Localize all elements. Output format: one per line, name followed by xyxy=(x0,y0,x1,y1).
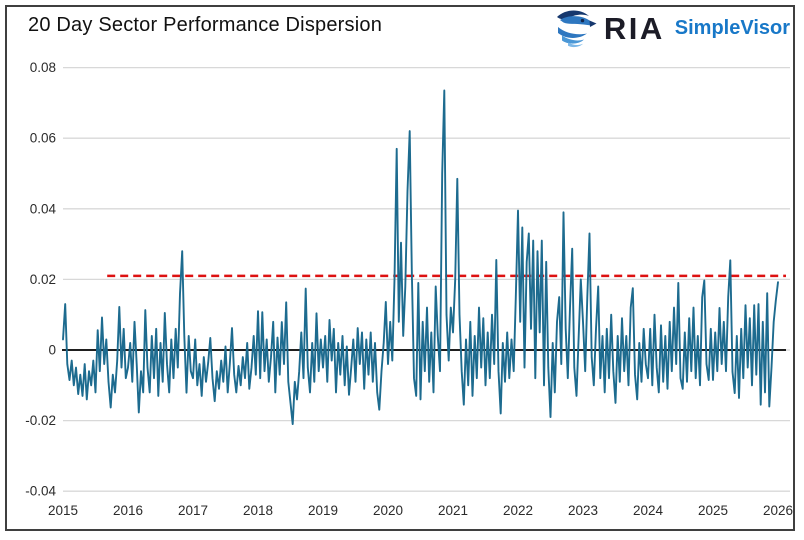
x-axis-tick-label: 2016 xyxy=(113,503,143,518)
x-axis-tick-label: 2022 xyxy=(503,503,533,518)
y-axis-tick-label: 0.04 xyxy=(30,201,57,216)
x-axis-tick-label: 2026 xyxy=(763,503,793,518)
y-axis-tick-label: 0.08 xyxy=(30,60,56,75)
chart-title: 20 Day Sector Performance Dispersion xyxy=(28,14,383,36)
y-axis-tick-label: -0.02 xyxy=(25,413,56,428)
ria-simplevisor-logo: RIA SimpleVisor xyxy=(556,7,790,49)
logo-brand-text: RIA xyxy=(603,10,665,46)
x-axis-tick-label: 2025 xyxy=(698,503,728,518)
x-axis-tick-label: 2019 xyxy=(308,503,338,518)
x-axis-tick-label: 2018 xyxy=(243,503,273,518)
logo-product-text: SimpleVisor xyxy=(674,17,790,39)
x-axis-tick-label: 2021 xyxy=(438,503,468,518)
x-axis-tick-label: 2017 xyxy=(178,503,208,518)
x-axis-tick-label: 2015 xyxy=(48,503,78,518)
y-axis-tick-label: 0 xyxy=(48,343,56,358)
y-axis-tick-label: 0.02 xyxy=(30,272,56,287)
x-axis-tick-label: 2024 xyxy=(633,503,664,518)
x-axis-tick-label: 2020 xyxy=(373,503,403,518)
y-axis-tick-label: -0.04 xyxy=(25,484,56,499)
y-axis-tick-label: 0.06 xyxy=(30,131,56,146)
x-axis-tick-label: 2023 xyxy=(568,503,598,518)
dispersion-series-line xyxy=(62,89,779,426)
ria-eagle-icon xyxy=(556,10,597,48)
